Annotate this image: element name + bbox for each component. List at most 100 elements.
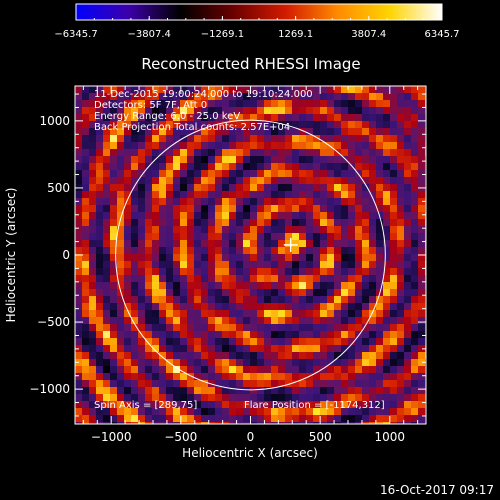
heatmap-cell (397, 303, 404, 310)
heatmap-cell (404, 233, 411, 240)
heatmap-cell (103, 422, 110, 424)
heatmap-cell (222, 296, 229, 303)
heatmap-cell (327, 387, 334, 394)
heatmap-cell (250, 296, 257, 303)
heatmap-cell (341, 121, 348, 128)
heatmap-cell (313, 345, 320, 352)
y-tick-label: 500 (47, 181, 70, 195)
heatmap-cell (243, 205, 250, 212)
heatmap-cell (229, 107, 236, 114)
heatmap-cell (96, 135, 103, 142)
heatmap-cell (348, 422, 355, 424)
heatmap-cell (159, 254, 166, 261)
heatmap-cell (229, 254, 236, 261)
heatmap-cell (117, 338, 124, 345)
heatmap-cell (411, 191, 418, 198)
heatmap-cell (264, 149, 271, 156)
heatmap-cell (124, 268, 131, 275)
heatmap-cell (383, 184, 390, 191)
heatmap-cell (306, 142, 313, 149)
heatmap-cell (75, 247, 82, 254)
heatmap-cell (145, 128, 152, 135)
heatmap-cell (152, 324, 159, 331)
heatmap-cell (222, 366, 229, 373)
heatmap-cell (152, 212, 159, 219)
heatmap-cell (131, 275, 138, 282)
heatmap-cell (313, 275, 320, 282)
heatmap-cell (75, 275, 82, 282)
heatmap-cell (236, 359, 243, 366)
heatmap-cell (397, 191, 404, 198)
heatmap-cell (411, 324, 418, 331)
heatmap-cell (334, 345, 341, 352)
heatmap-cell (145, 422, 152, 424)
heatmap-cell (334, 128, 341, 135)
heatmap-cell (187, 128, 194, 135)
heatmap-cell (348, 212, 355, 219)
heatmap-cell (236, 345, 243, 352)
heatmap-cell (341, 191, 348, 198)
heatmap-cell (159, 324, 166, 331)
heatmap-cell (271, 275, 278, 282)
x-axis-label: Heliocentric X (arcsec) (182, 446, 318, 460)
heatmap-cell (215, 114, 222, 121)
heatmap-cell (208, 240, 215, 247)
heatmap-cell (348, 324, 355, 331)
y-tick-label: −1000 (29, 382, 70, 396)
heatmap-cell (306, 268, 313, 275)
heatmap-cell (138, 296, 145, 303)
heatmap-cell (397, 184, 404, 191)
heatmap-cell (117, 331, 124, 338)
heatmap-cell (215, 415, 222, 422)
heatmap-cell (390, 212, 397, 219)
heatmap-cell (194, 135, 201, 142)
heatmap-cell (159, 177, 166, 184)
heatmap-cell (173, 317, 180, 324)
heatmap-cell (411, 107, 418, 114)
heatmap-cell (383, 156, 390, 163)
heatmap-cell (89, 310, 96, 317)
heatmap-cell (110, 317, 117, 324)
heatmap-cell (215, 240, 222, 247)
heatmap-cell (397, 163, 404, 170)
heatmap-cell (306, 289, 313, 296)
heatmap-cell (201, 219, 208, 226)
heatmap-cell (397, 268, 404, 275)
heatmap-cell (166, 366, 173, 373)
heatmap-cell (278, 254, 285, 261)
heatmap-cell (194, 261, 201, 268)
heatmap-cell (271, 310, 278, 317)
heatmap-cell (292, 261, 299, 268)
heatmap-cell (187, 338, 194, 345)
heatmap-cell (264, 86, 271, 93)
heatmap-cell (96, 310, 103, 317)
heatmap-cell (187, 247, 194, 254)
heatmap-cell (369, 303, 376, 310)
heatmap-cell (89, 366, 96, 373)
heatmap-cell (229, 240, 236, 247)
heatmap-cell (124, 317, 131, 324)
heatmap-cell (187, 401, 194, 408)
heatmap-cell (348, 380, 355, 387)
heatmap-cell (124, 156, 131, 163)
heatmap-cell (278, 226, 285, 233)
heatmap-cell (208, 324, 215, 331)
heatmap-cell (313, 310, 320, 317)
heatmap-cell (292, 114, 299, 121)
heatmap-cell (418, 128, 425, 135)
heatmap-cell (152, 317, 159, 324)
heatmap-cell (243, 149, 250, 156)
heatmap-cell (145, 212, 152, 219)
heatmap-cell (271, 352, 278, 359)
heatmap-cell (418, 240, 425, 247)
heatmap-cell (138, 317, 145, 324)
heatmap-cell (180, 296, 187, 303)
heatmap-cell (250, 184, 257, 191)
heatmap-cell (299, 170, 306, 177)
heatmap-cell (397, 247, 404, 254)
heatmap-cell (117, 366, 124, 373)
heatmap-cell (124, 380, 131, 387)
heatmap-cell (236, 184, 243, 191)
heatmap-cell (411, 387, 418, 394)
